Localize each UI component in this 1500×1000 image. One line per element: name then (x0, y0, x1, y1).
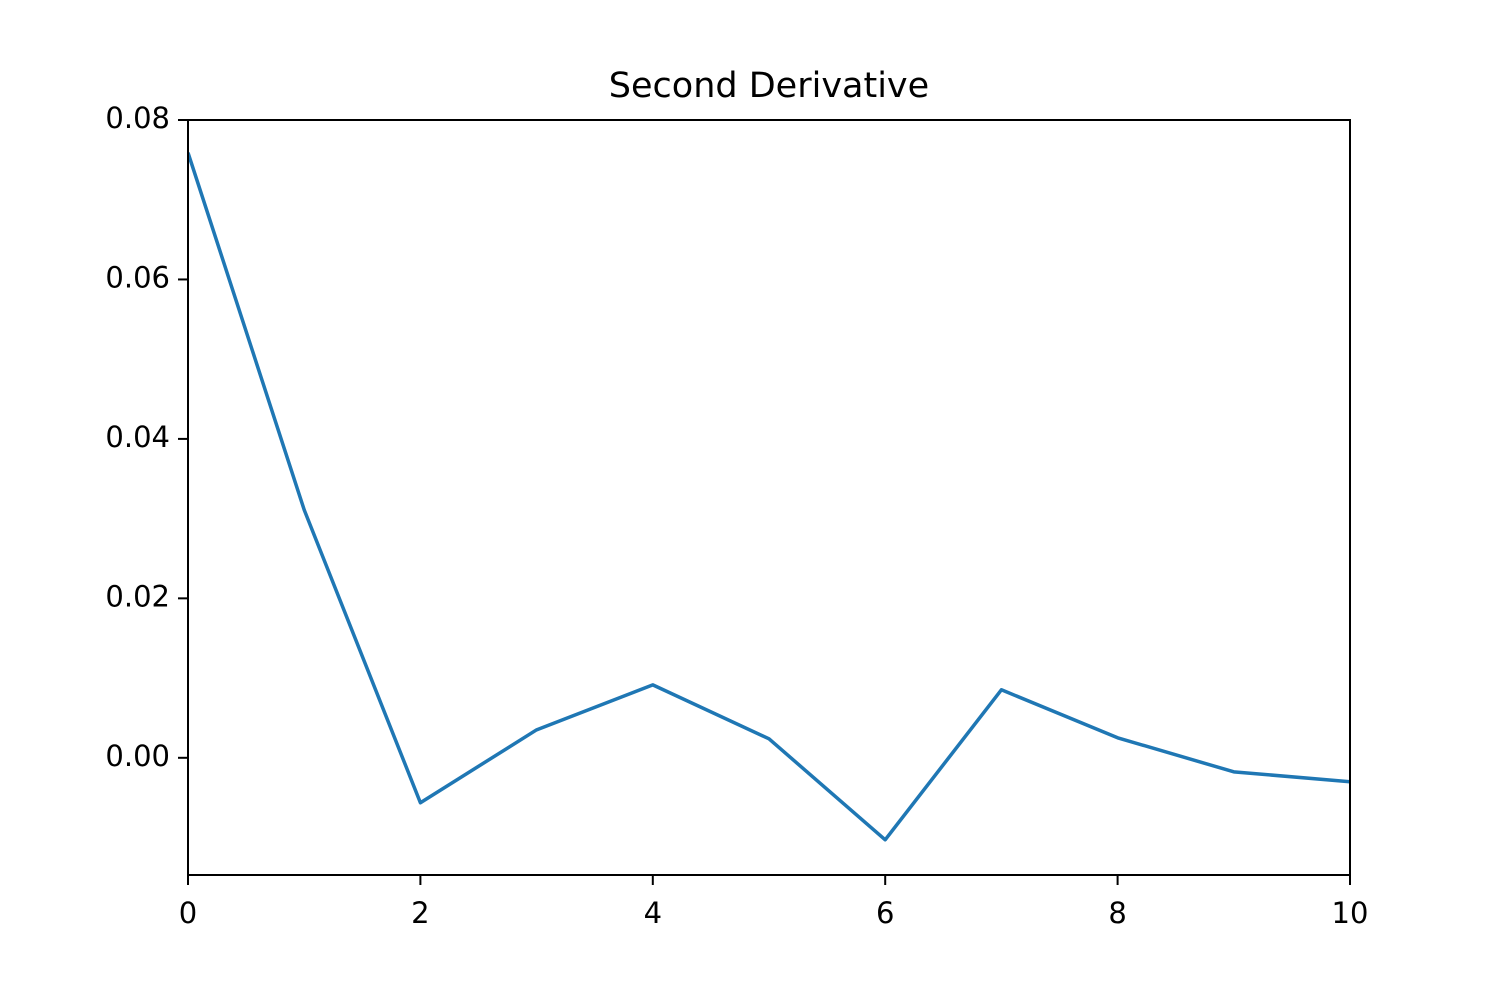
x-tick-label: 0 (179, 896, 197, 930)
y-tick-label: 0.08 (105, 101, 170, 135)
x-tick-label: 8 (1108, 896, 1126, 930)
y-tick-label: 0.04 (105, 420, 170, 454)
x-tick-label: 2 (411, 896, 429, 930)
x-tick-label: 6 (876, 896, 894, 930)
x-tick-label: 4 (644, 896, 662, 930)
y-tick-label: 0.00 (105, 739, 170, 773)
y-tick-label: 0.06 (105, 260, 170, 294)
y-tick-label: 0.02 (105, 579, 170, 613)
plot-frame (187, 119, 1351, 876)
chart-title: Second Derivative (609, 66, 929, 106)
x-tick-label: 10 (1332, 896, 1369, 930)
data-line (188, 152, 1350, 842)
